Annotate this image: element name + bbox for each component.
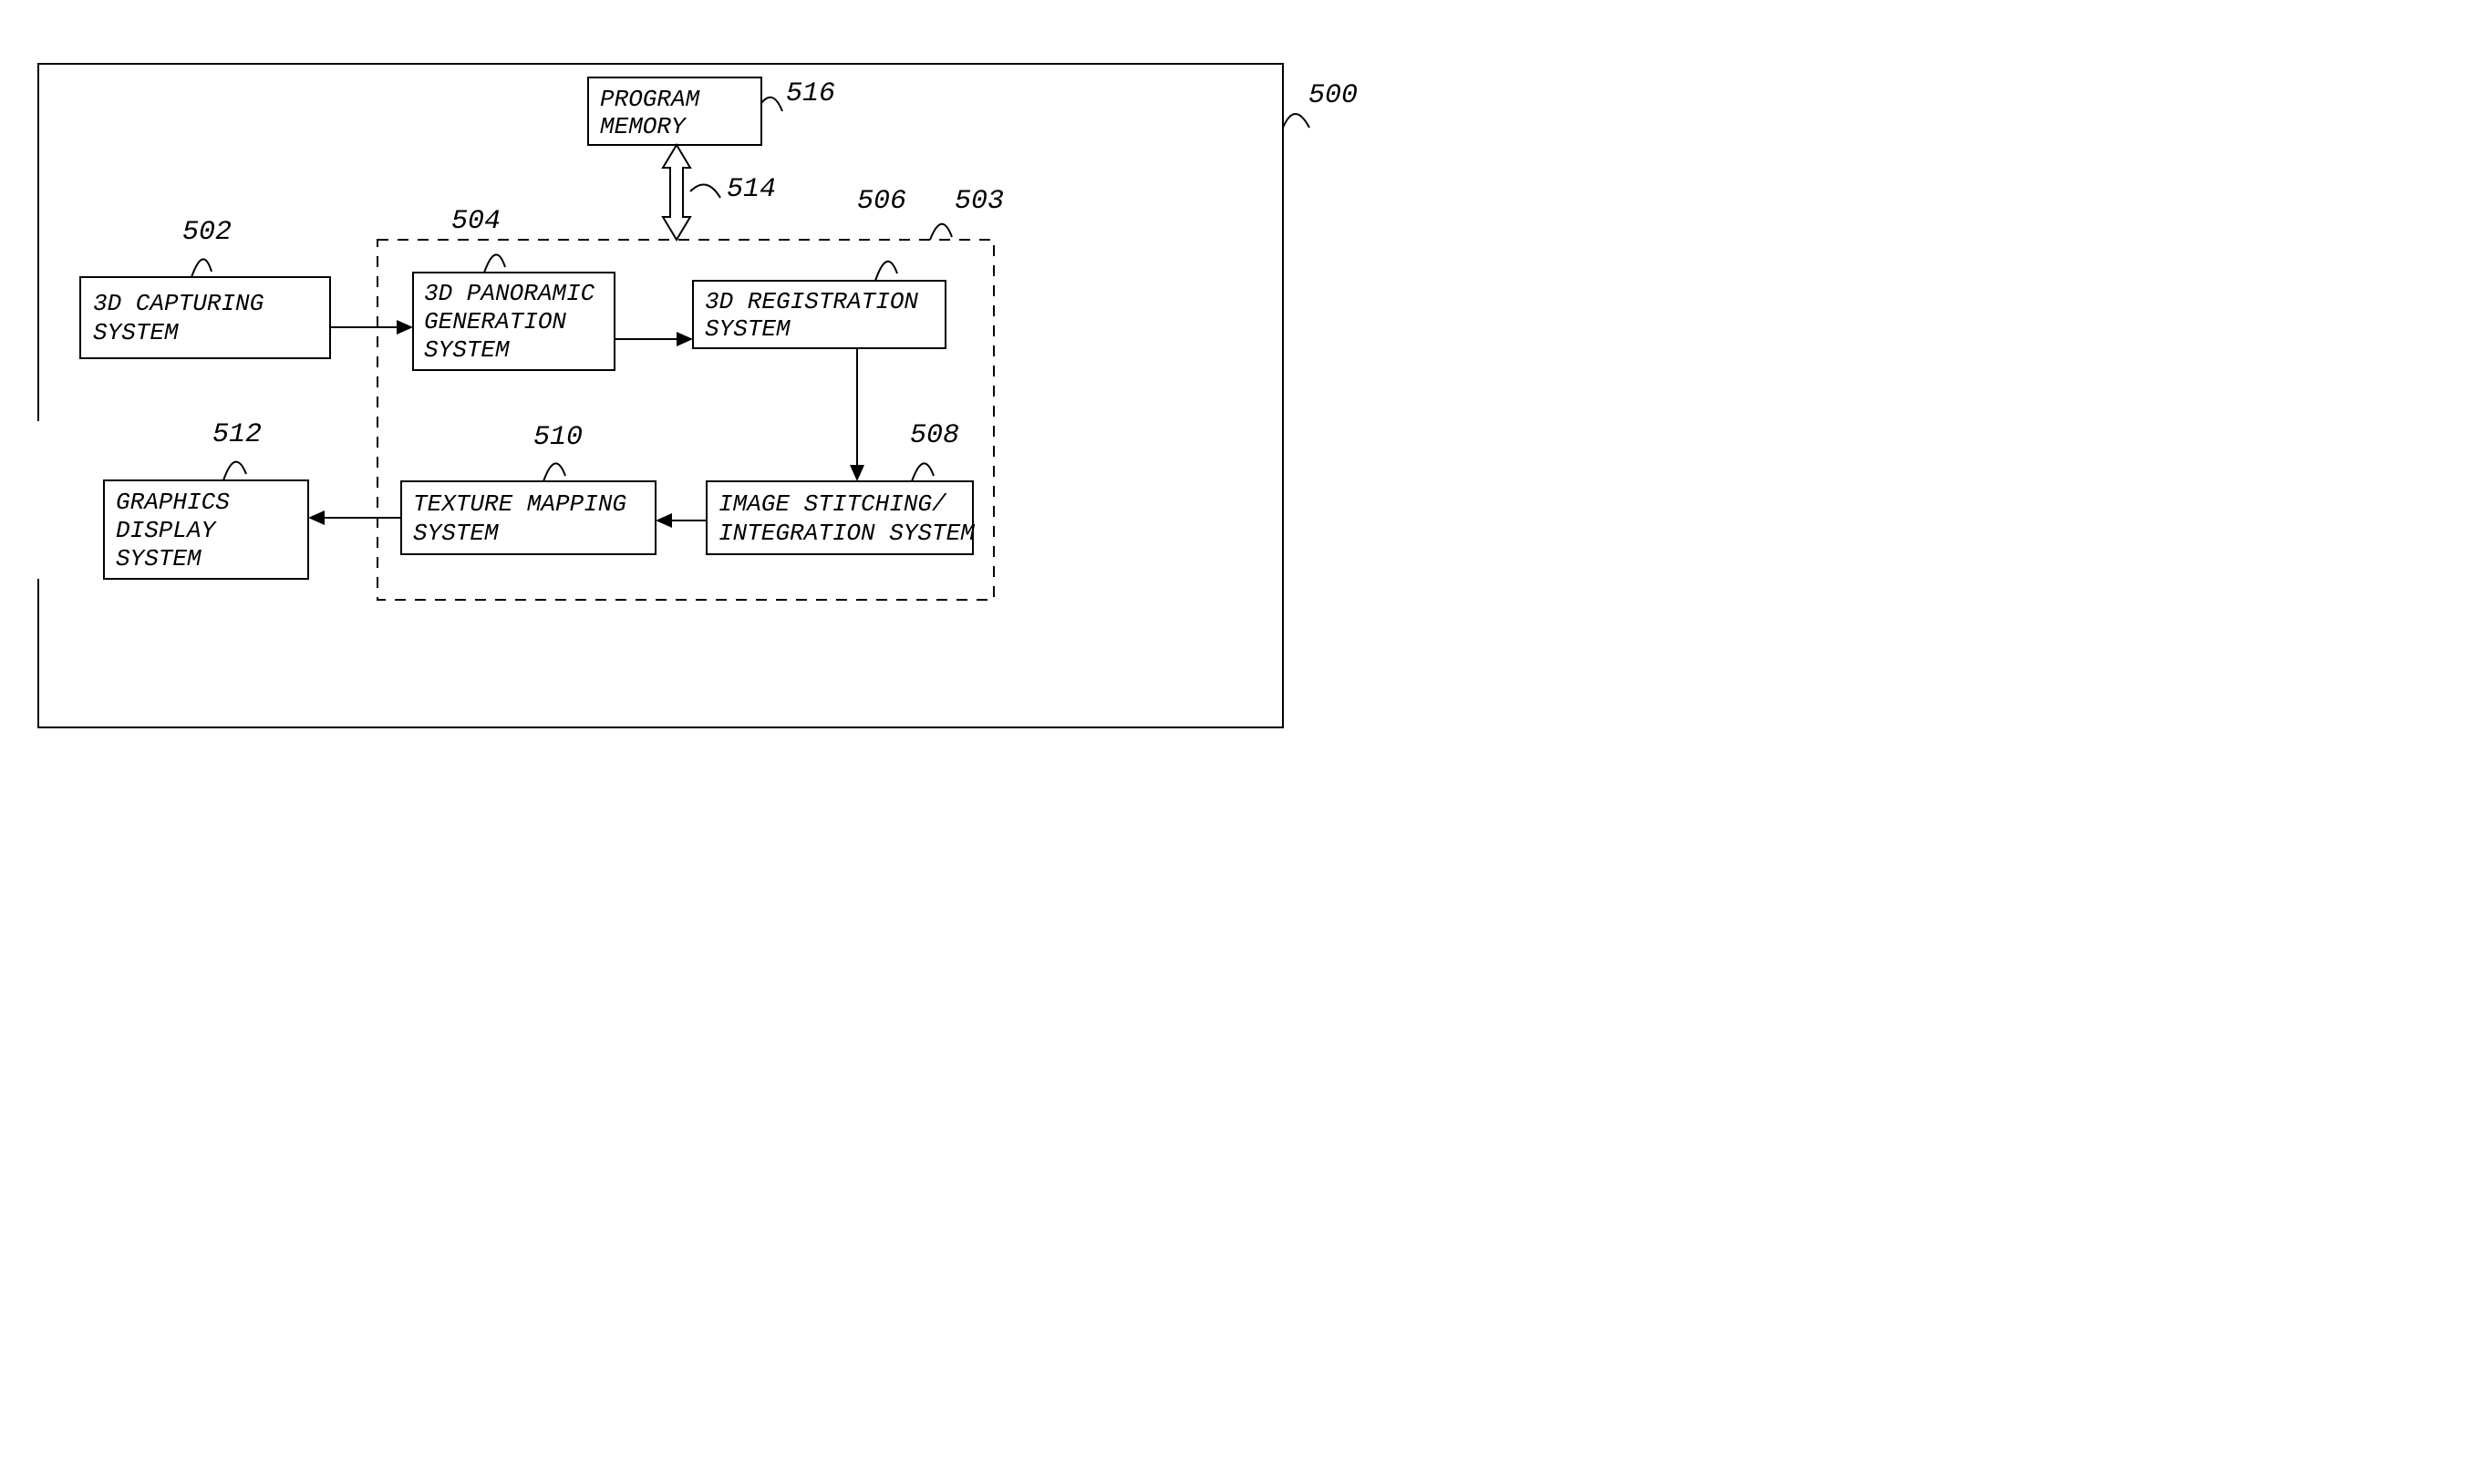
display-line2: DISPLAY <box>116 517 218 544</box>
edge-stitching-texture <box>656 513 707 528</box>
ref-502: 502 <box>182 217 232 248</box>
node-program-memory: PROGRAM MEMORY <box>588 77 761 145</box>
node-capturing: 3D CAPTURING SYSTEM <box>80 277 330 358</box>
texture-line2: SYSTEM <box>413 520 499 547</box>
ref-508: 508 <box>910 420 959 451</box>
edge-capturing-panoramic <box>330 320 413 335</box>
display-line1: GRAPHICS <box>116 489 230 516</box>
outer-container <box>38 64 1283 727</box>
leader-500 <box>1283 114 1309 128</box>
capturing-line1: 3D CAPTURING <box>93 290 264 317</box>
edge-registration-stitching <box>850 348 864 481</box>
node-registration: 3D REGISTRATION SYSTEM <box>693 281 946 348</box>
node-texture: TEXTURE MAPPING SYSTEM <box>401 481 656 554</box>
node-display: GRAPHICS DISPLAY SYSTEM <box>104 480 308 579</box>
bidir-arrow <box>663 145 690 240</box>
program-memory-line2: MEMORY <box>600 113 688 140</box>
stitching-line2: INTEGRATION SYSTEM <box>719 520 975 547</box>
ref-512: 512 <box>212 419 262 450</box>
ref-516: 516 <box>786 78 835 109</box>
node-panoramic: 3D PANORAMIC GENERATION SYSTEM <box>413 273 615 370</box>
leader-503 <box>930 224 952 240</box>
leader-510 <box>543 463 565 481</box>
registration-line2: SYSTEM <box>705 315 791 343</box>
ref-503: 503 <box>955 186 1004 217</box>
program-memory-line1: PROGRAM <box>600 86 700 113</box>
texture-line1: TEXTURE MAPPING <box>413 490 626 518</box>
panoramic-line1: 3D PANORAMIC <box>424 280 595 307</box>
capturing-line2: SYSTEM <box>93 319 179 346</box>
ref-504: 504 <box>451 206 501 237</box>
leader-506 <box>875 262 897 281</box>
ref-514: 514 <box>727 174 776 205</box>
ref-506: 506 <box>857 186 906 217</box>
edge-panoramic-registration <box>615 332 693 346</box>
ref-510: 510 <box>533 422 583 453</box>
node-stitching: IMAGE STITCHING/ INTEGRATION SYSTEM <box>707 481 975 554</box>
leader-504 <box>484 254 505 273</box>
leader-516 <box>761 98 782 111</box>
leader-512 <box>223 462 246 480</box>
ref-500: 500 <box>1308 80 1358 111</box>
system-diagram: PROGRAM MEMORY 3D CAPTURING SYSTEM 3D PA… <box>0 0 1360 818</box>
leader-502 <box>191 259 212 277</box>
panoramic-line2: GENERATION <box>424 308 566 335</box>
leader-514 <box>690 184 720 198</box>
panoramic-line3: SYSTEM <box>424 336 510 364</box>
edge-texture-display <box>308 510 401 525</box>
registration-line1: 3D REGISTRATION <box>705 288 918 315</box>
leader-508 <box>912 463 934 481</box>
stitching-line1: IMAGE STITCHING/ <box>719 490 947 518</box>
display-line3: SYSTEM <box>116 545 202 572</box>
